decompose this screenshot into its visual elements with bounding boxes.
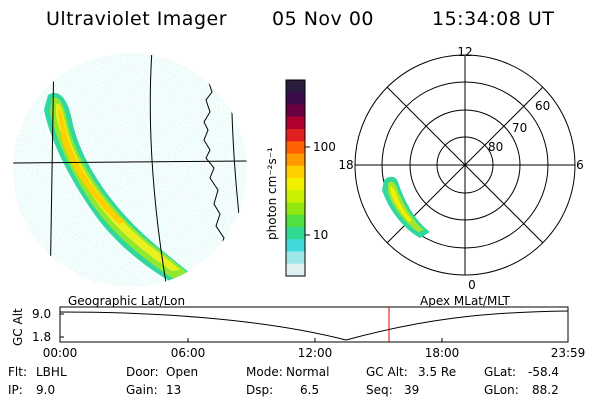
app-title: Ultraviolet Imager [46, 8, 228, 30]
colorbar [285, 79, 306, 277]
colorbar-tick-100: 100 [313, 140, 336, 154]
colorbar-segment [286, 263, 305, 277]
colorbar-segment [286, 116, 305, 130]
geographic-caption: Geographic Lat/Lon [68, 294, 185, 308]
timeline-y-label: GC Alt [11, 308, 25, 346]
ip-value: 9.0 [36, 383, 55, 397]
mlt-label-0: 0 [468, 278, 476, 292]
timeline-xtick-1800: 18:00 [425, 346, 460, 360]
colorbar-segment [286, 104, 305, 118]
seq-label: Seq: [366, 383, 393, 397]
apex-caption: Apex MLat/MLT [420, 294, 510, 308]
timeline-ytick-1: 1.8 [32, 330, 51, 344]
seq-value: 39 [404, 383, 419, 397]
colorbar-segment [286, 153, 305, 167]
glon-label: GLon: [484, 383, 519, 397]
colorbar-unit-label: photon cm⁻²s⁻¹ [265, 147, 279, 240]
colorbar-segment [286, 92, 305, 105]
colorbar-segment [286, 178, 305, 191]
door-label: Door: [126, 365, 159, 379]
polar-plot: 12 18 6 0 60 70 80 [338, 45, 583, 292]
gcalt-value: 3.5 Re [418, 365, 456, 379]
glon-value: 88.2 [532, 383, 559, 397]
flt-label: Flt: [8, 365, 27, 379]
colorbar-segment [286, 190, 305, 203]
mode-value: Normal [286, 365, 329, 379]
colorbar-segment [286, 227, 305, 240]
timeline-ytick-9: 9.0 [32, 307, 51, 321]
colorbar-frame [285, 79, 306, 277]
ip-label: IP: [8, 383, 23, 397]
flt-value: LBHL [36, 365, 67, 379]
instrument-info: Flt: LBHL IP: 9.0 Door: Open Gain: 13 Mo… [8, 365, 559, 397]
dsp-value: 6.5 [300, 383, 319, 397]
observation-time: 15:34:08 UT [432, 8, 555, 30]
colorbar-segment [286, 239, 305, 252]
colorbar-segment [286, 214, 305, 228]
mode-label: Mode: [246, 365, 283, 379]
lat-label-60: 60 [535, 99, 550, 113]
aurora-oval-mid [50, 97, 196, 285]
colorbar-segment [286, 129, 305, 142]
colorbar-tick-10: 10 [313, 228, 328, 242]
mlt-label-18: 18 [338, 158, 353, 172]
timeline-xtick-1200: 12:00 [298, 346, 333, 360]
observation-date: 05 Nov 00 [272, 8, 375, 30]
timeline-xtick-0000: 00:00 [43, 346, 78, 360]
colorbar-segment [286, 251, 305, 265]
timeline-xtick-0600: 06:00 [171, 346, 206, 360]
mlt-label-12: 12 [457, 45, 472, 59]
gcalt-label: GC Alt: [366, 365, 408, 379]
colorbar-segment [286, 80, 305, 93]
altitude-timeline [59, 306, 569, 343]
lat-label-70: 70 [512, 121, 527, 135]
colorbar-segment [286, 202, 305, 216]
colorbar-segment [286, 141, 305, 154]
mlt-label-6: 6 [576, 158, 584, 172]
geographic-image [13, 53, 247, 287]
colorbar-segment [286, 165, 305, 179]
timeline-xtick-2359: 23:59 [551, 346, 586, 360]
gain-value: 13 [166, 383, 181, 397]
gain-label: Gain: [126, 383, 158, 397]
dsp-label: Dsp: [246, 383, 273, 397]
altitude-curve [59, 310, 569, 341]
glat-label: GLat: [484, 365, 516, 379]
door-value: Open [166, 365, 198, 379]
lat-label-80: 80 [488, 140, 503, 154]
glat-value: -58.4 [528, 365, 559, 379]
polar-aurora-core [388, 181, 424, 232]
